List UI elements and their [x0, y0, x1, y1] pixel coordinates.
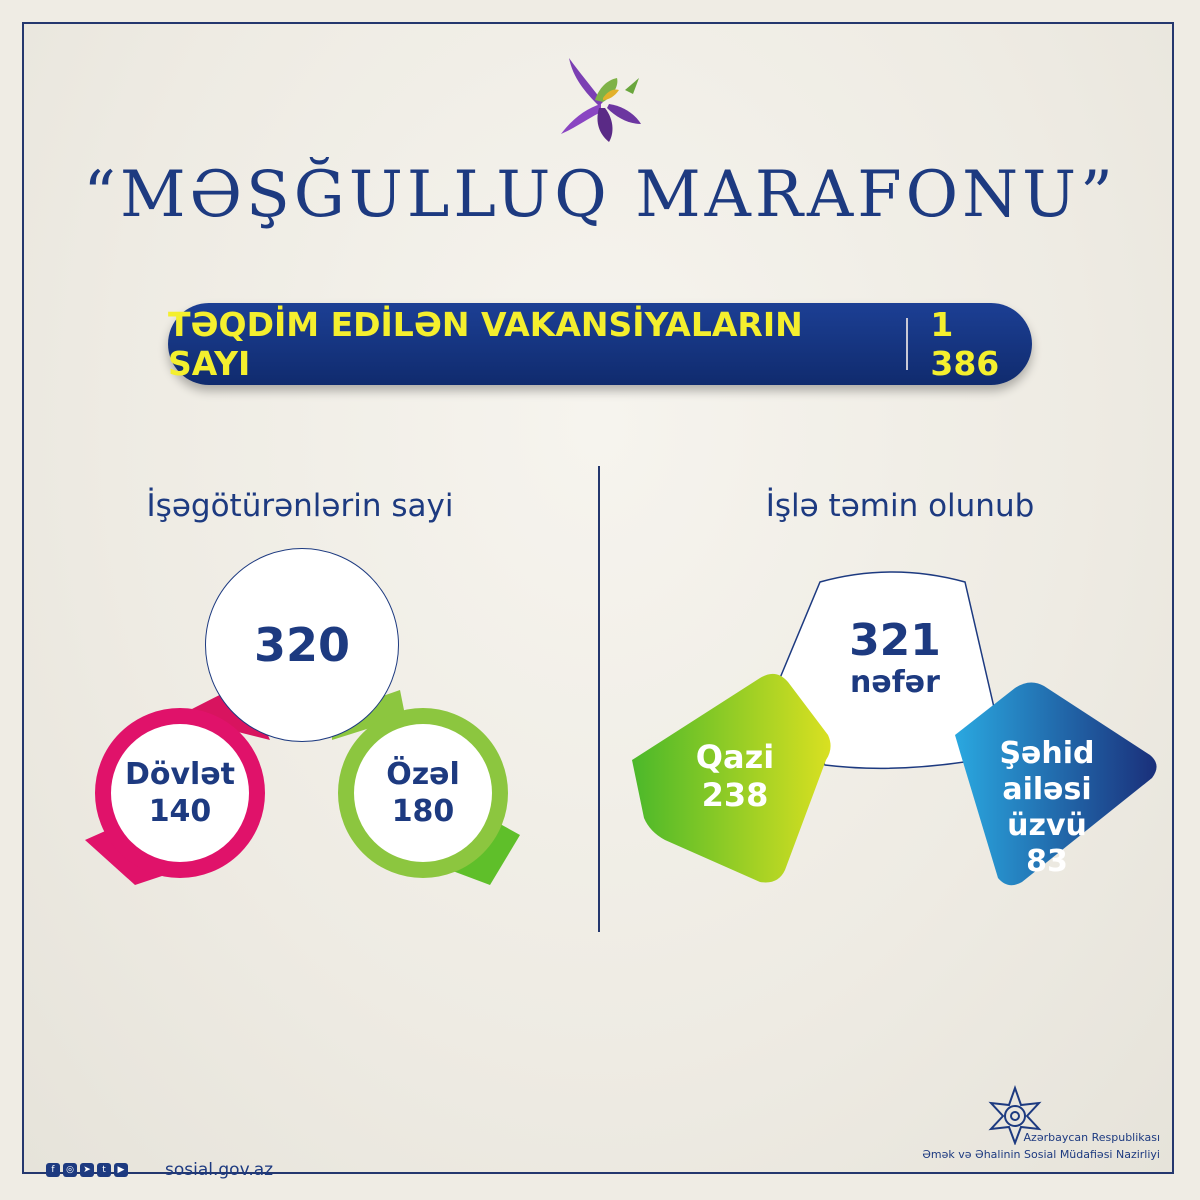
instagram-icon[interactable]: ◎	[63, 1163, 77, 1177]
martyr-family-block: Şəhid ailəsi üzvü 83	[962, 736, 1132, 880]
twitter-icon[interactable]: t	[97, 1163, 111, 1177]
employers-total-value: 320	[253, 618, 351, 672]
veterans-shape	[632, 673, 831, 883]
employed-total: 321 nəfər	[800, 608, 990, 708]
employers-total-circle: 320	[205, 548, 399, 742]
ministry-name: Azərbaycan Respublikası Əmək və Əhalinin…	[860, 1130, 1160, 1163]
ministry-line1: Azərbaycan Respublikası	[1023, 1131, 1160, 1144]
martyr-family-shape	[955, 682, 1157, 886]
vacancies-label: TƏQDİM EDİLƏN VAKANSİYALARIN SAYI	[168, 305, 803, 383]
private-employers-value: 180	[391, 794, 455, 829]
social-icons: f ◎ ➤ t ▶	[46, 1163, 128, 1177]
state-employers-label: Dövlət	[124, 756, 236, 792]
veterans-block: Qazi 238	[675, 738, 795, 815]
martyr-family-value: 83	[1026, 844, 1068, 879]
website-link[interactable]: sosial.gov.az	[165, 1160, 274, 1180]
facebook-icon[interactable]: f	[46, 1163, 60, 1177]
ministry-emblem-icon	[988, 1085, 1042, 1145]
employed-shapes	[632, 571, 1157, 886]
youtube-icon[interactable]: ▶	[114, 1163, 128, 1177]
flower-logo-icon	[561, 58, 641, 142]
state-employers-value: 140	[148, 794, 212, 829]
vacancies-banner: TƏQDİM EDİLƏN VAKANSİYALARIN SAYI 1 386	[168, 303, 1032, 385]
martyr-family-label: Şəhid ailəsi üzvü	[999, 736, 1095, 843]
employed-total-value: 321	[849, 615, 941, 667]
employers-heading: İşəgötürənlərin sayi	[146, 488, 454, 524]
private-employers-label: Özəl	[386, 756, 460, 792]
vacancies-value: 1 386	[930, 305, 1000, 383]
veterans-label: Qazi	[695, 738, 775, 776]
banner-separator	[906, 318, 909, 370]
veterans-value: 238	[701, 776, 769, 815]
private-employers-circle: Özəl 180	[338, 708, 508, 878]
telegram-icon[interactable]: ➤	[80, 1163, 94, 1177]
state-employers-circle: Dövlət 140	[95, 708, 265, 878]
employed-total-unit: nəfər	[850, 664, 940, 700]
page-title: “MƏŞĞULLUQ MARAFONU”	[83, 158, 1117, 232]
employed-heading: İşlə təmin olunub	[765, 488, 1035, 524]
section-divider	[598, 466, 600, 932]
ministry-line2: Əmək və Əhalinin Sosial Müdafiəsi Nazirl…	[922, 1147, 1160, 1161]
